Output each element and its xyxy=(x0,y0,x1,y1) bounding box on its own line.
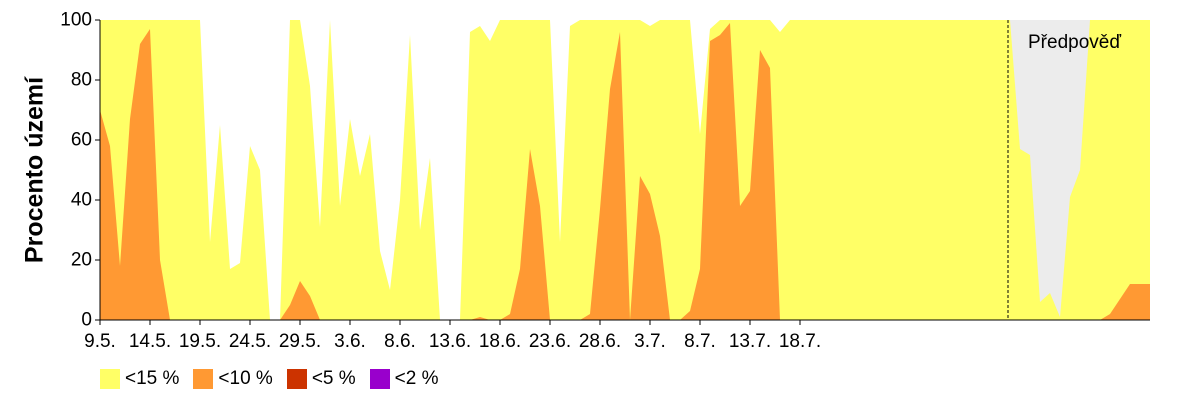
legend-label: <10 % xyxy=(218,368,273,389)
legend-swatch xyxy=(100,369,120,389)
chart-areas xyxy=(100,20,1150,320)
y-tick-labels: 0 20 40 60 80 100 xyxy=(60,10,92,331)
y-tick-label: 80 xyxy=(71,70,92,91)
x-tick-label: 13.7. xyxy=(729,331,771,352)
x-tick-label: 23.6. xyxy=(529,331,571,352)
x-tick-labels: 9.5. 14.5. 19.5. 24.5. 29.5. 3.6. 8.6. 13.6. 18.… xyxy=(84,331,821,352)
legend-swatch xyxy=(193,369,214,389)
legend-item: <5 % xyxy=(286,368,356,390)
y-tick-label: 100 xyxy=(60,10,92,31)
legend-swatch xyxy=(369,369,390,389)
x-tick-label: 8.6. xyxy=(384,331,416,352)
x-tick-label: 8.7. xyxy=(684,331,716,352)
x-tick-label: 18.7. xyxy=(779,331,821,352)
x-tick-label: 9.5. xyxy=(84,331,116,352)
legend-item: <10 % xyxy=(193,368,273,390)
legend-label: <15 % xyxy=(125,368,180,389)
x-tick-label: 24.5. xyxy=(229,331,271,352)
legend-label: <5 % xyxy=(311,368,356,389)
y-tick-label: 20 xyxy=(71,250,92,271)
chart-axes xyxy=(95,19,1150,325)
x-tick-label: 29.5. xyxy=(279,331,321,352)
series-area xyxy=(100,20,1150,320)
x-tick-label: 14.5. xyxy=(129,331,171,352)
legend-swatch xyxy=(286,369,307,389)
y-tick-label: 60 xyxy=(71,130,92,151)
y-axis-label: Procento území xyxy=(21,76,49,263)
x-tick-label: 28.6. xyxy=(579,331,621,352)
legend-label: <2 % xyxy=(394,368,439,389)
legend-item: <15 % xyxy=(100,368,179,390)
series-area xyxy=(100,23,1150,320)
x-tick-label: 19.5. xyxy=(179,331,221,352)
x-tick-label: 3.7. xyxy=(634,331,666,352)
forecast-label: Předpověď xyxy=(1028,32,1121,53)
x-tick-label: 18.6. xyxy=(479,331,521,352)
y-tick-label: 40 xyxy=(71,190,92,211)
legend-item: <2 % xyxy=(369,368,439,390)
legend: <15 % <10 % <5 % <2 % xyxy=(100,368,453,390)
x-tick-label: 3.6. xyxy=(334,331,366,352)
x-tick-label: 13.6. xyxy=(429,331,471,352)
y-tick-label: 0 xyxy=(81,310,92,331)
